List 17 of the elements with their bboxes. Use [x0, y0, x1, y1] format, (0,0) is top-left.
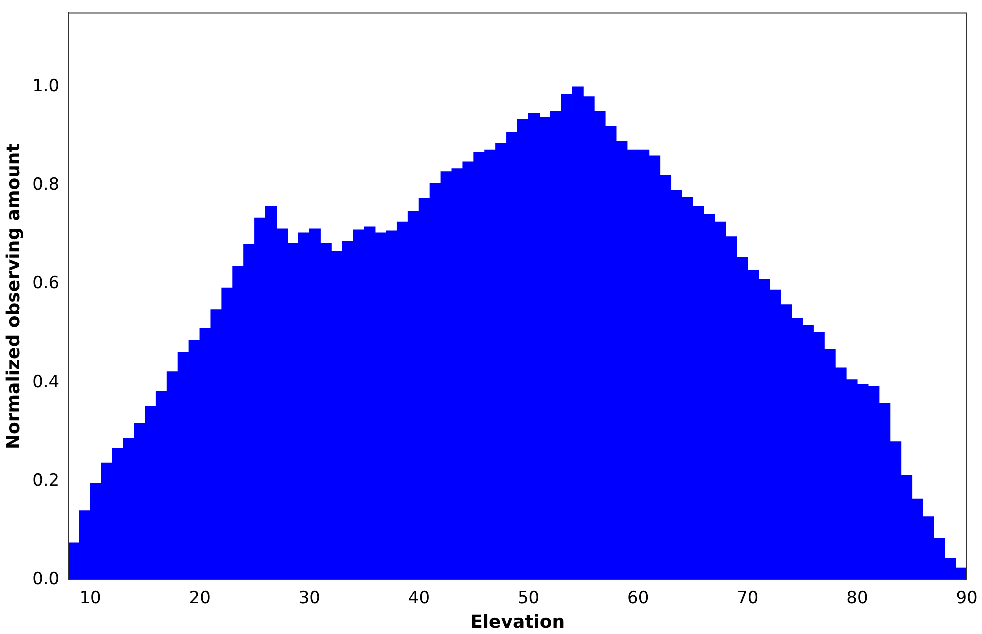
- x-tick-label: 70: [737, 588, 759, 609]
- y-tick-label: 0.4: [32, 372, 60, 392]
- x-tick-label: 60: [628, 588, 650, 609]
- x-tick-label: 20: [189, 588, 211, 609]
- x-tick-label: 10: [80, 588, 102, 609]
- x-tick-label: 80: [846, 588, 868, 609]
- y-tick-label: 0.2: [32, 470, 60, 491]
- x-tick-label: 50: [518, 588, 540, 609]
- x-tick-label: 90: [956, 588, 978, 609]
- y-tick-label: 1.0: [32, 76, 60, 97]
- x-tick-label: 30: [298, 588, 320, 609]
- x-tick-label: 40: [408, 588, 430, 609]
- y-axis-title: Normalized observing amount: [3, 143, 24, 450]
- y-tick-label: 0.8: [32, 175, 60, 196]
- y-tick-label: 0.6: [32, 274, 60, 294]
- x-axis-title: Elevation: [470, 612, 566, 633]
- y-tick-label: 0.0: [32, 569, 60, 590]
